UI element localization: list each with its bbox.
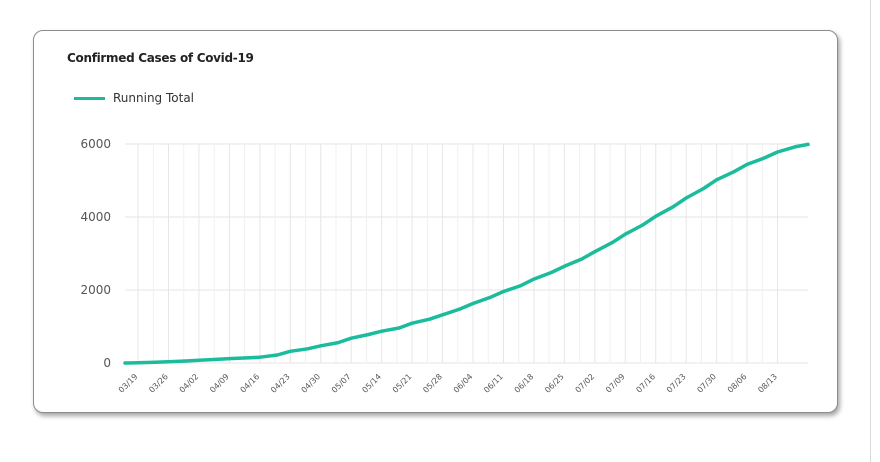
page-edge-rule [870,0,871,462]
x-tick-label: 04/09 [208,372,231,395]
data-point [684,196,688,200]
data-point [427,317,432,321]
data-point [671,205,675,209]
data-point [440,313,445,317]
x-tick-label: 04/16 [239,372,262,395]
data-point [654,214,658,218]
chart-card: Confirmed Cases of Covid-19 Running Tota… [33,30,838,413]
x-tick-label: 06/04 [452,372,475,395]
data-point [562,264,566,268]
x-tick-label: 07/09 [604,372,627,395]
data-point [762,156,767,160]
data-point [349,336,353,340]
x-tick-label: 06/18 [513,372,536,395]
x-tick-label: 07/30 [695,372,718,395]
data-point [123,361,127,365]
data-point [701,186,706,191]
x-tick-label: 07/23 [665,372,688,395]
data-point [153,360,158,364]
data-point [641,223,645,227]
data-point [532,277,536,281]
data-point [715,178,719,182]
data-point [136,361,140,365]
data-point [775,150,780,154]
x-tick-label: 05/07 [330,372,353,395]
y-tick-label: 0 [103,356,111,370]
x-tick-label: 06/11 [482,372,505,395]
data-point [227,357,232,361]
series-line-running-total [123,142,810,365]
data-point [306,347,310,351]
data-point [410,321,414,325]
data-point [549,270,553,275]
x-tick-label: 07/02 [574,372,597,395]
data-point [580,257,584,261]
data-point [501,289,506,294]
data-point [806,142,810,146]
legend-swatch [74,96,105,100]
data-point [732,170,736,174]
data-point [367,332,371,337]
x-tick-label: 05/28 [421,372,444,395]
x-tick-label: 03/19 [117,372,140,395]
y-tick-label: 2000 [80,283,111,297]
data-point [593,250,597,254]
data-point [471,301,475,306]
x-tick-label: 04/23 [269,372,292,395]
legend-label: Running Total [113,91,195,105]
data-point [519,284,523,288]
x-tick-label: 05/21 [391,372,414,395]
data-point [214,357,218,361]
data-point [397,326,401,330]
data-point [380,329,384,333]
x-tick-label: 04/30 [300,372,323,395]
y-tick-label: 6000 [80,137,111,151]
data-point [610,240,614,245]
x-tick-label: 05/14 [360,372,383,395]
data-point [488,295,493,299]
data-point [319,344,323,348]
x-tick-label: 08/13 [756,372,779,395]
data-point [336,340,340,345]
data-point [258,355,262,359]
data-point [245,356,249,360]
data-point [793,145,797,149]
data-point [745,162,749,167]
x-tick-label: 04/02 [178,372,201,395]
data-point [458,307,462,311]
x-tick-label: 07/16 [634,372,657,395]
data-point [166,360,171,364]
data-point [623,232,627,236]
data-point [197,358,201,362]
chart-title: Confirmed Cases of Covid-19 [67,51,254,65]
data-point [184,359,188,363]
x-tick-label: 06/25 [543,372,566,395]
legend[interactable]: Running Total [74,91,194,105]
data-point [288,349,292,353]
x-tick-label: 08/06 [726,372,749,395]
y-tick-label: 4000 [80,210,111,224]
data-point [275,353,279,357]
x-tick-label: 03/26 [147,372,170,395]
